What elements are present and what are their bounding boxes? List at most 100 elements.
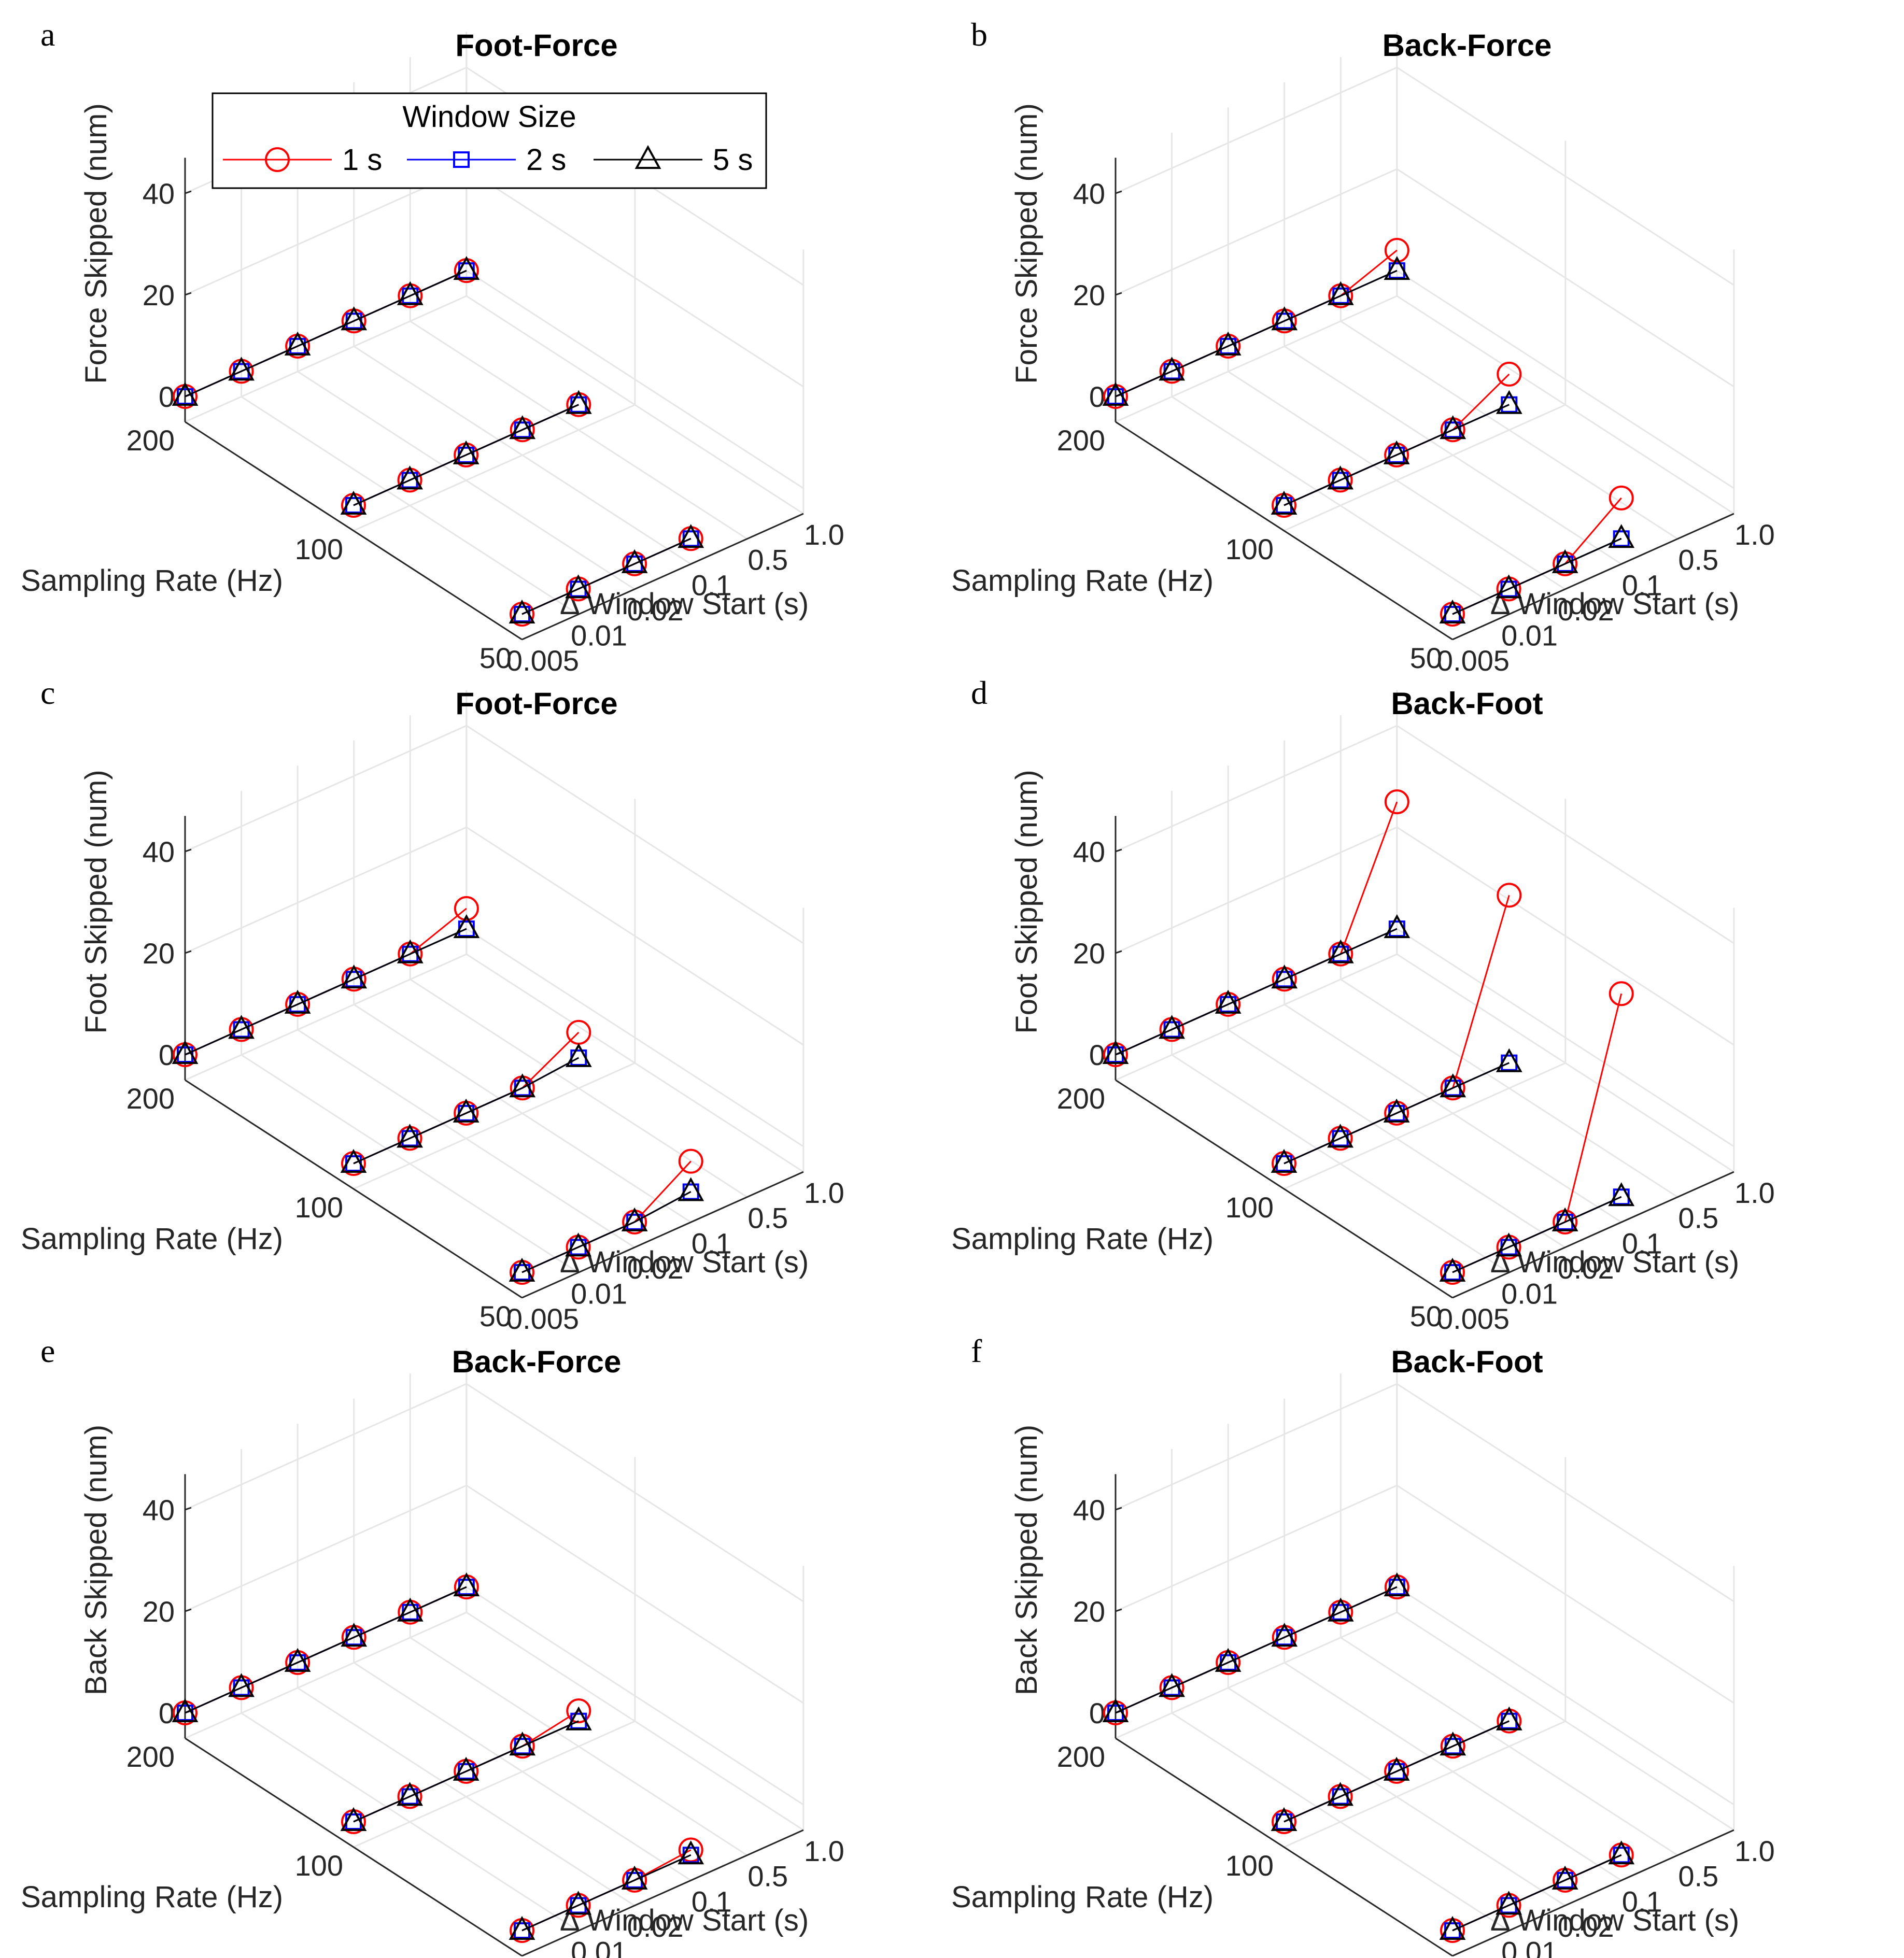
panel-title: Back-Foot [1391, 686, 1543, 721]
panel-b: b Back-Force 0 20 40 200 100 500.0050.010.020.1… [951, 16, 1775, 677]
triangle-marker [340, 1148, 367, 1173]
x-tick-label: 0.1 [1622, 1885, 1662, 1918]
triangle-marker [509, 1916, 535, 1940]
y-tick-label: 100 [1225, 1191, 1274, 1224]
z-tick-label: 40 [143, 835, 175, 868]
y-tick-label: 50 [479, 1300, 512, 1332]
panel-letter: b [971, 16, 988, 53]
grid-line [1115, 66, 1734, 286]
z-tick-label: 40 [1073, 177, 1105, 210]
triangle-marker [1102, 1698, 1129, 1722]
triangle-marker [453, 914, 480, 939]
triangle-marker [341, 306, 368, 331]
x-tick-label: 0.1 [1622, 1227, 1662, 1259]
grid-line [185, 1383, 804, 1602]
panel-f: fBack-Foot02040200100500.0050.010.020.10… [951, 1332, 1775, 1958]
legend-label: 2 s [526, 143, 566, 177]
grid [184, 1348, 805, 1957]
triangle-marker [1608, 1182, 1635, 1207]
z-tick-label: 20 [143, 279, 175, 311]
x-tick-label: 1.0 [1734, 1176, 1775, 1209]
triangle-marker [509, 1073, 536, 1098]
panel-title: Back-Foot [1391, 1344, 1543, 1379]
series-5-s [172, 1572, 704, 1940]
triangle-marker [397, 281, 424, 305]
x-axis-line [1452, 513, 1734, 641]
y-axis-label: Sampling Rate (Hz) [21, 564, 283, 598]
triangle-marker [284, 331, 311, 356]
panel-letter: e [40, 1332, 55, 1369]
triangle-marker [1215, 1648, 1242, 1672]
x-axis-line [1452, 1171, 1734, 1299]
series-line [1284, 404, 1510, 506]
grid [1115, 1348, 1735, 1957]
panel-title: Foot-Force [455, 686, 617, 721]
x-tick-label: 0.005 [1437, 1302, 1510, 1335]
x-tick-label: 0.02 [1558, 594, 1614, 627]
x-tick-label: 0.02 [1558, 1252, 1614, 1285]
triangle-marker [172, 1040, 199, 1064]
axes [1115, 816, 1734, 1299]
x-tick-label: 0.5 [748, 544, 788, 576]
triangle-marker [453, 440, 479, 464]
y-axis-line [1115, 1079, 1453, 1299]
z-axis-label: Foot Skipped (num) [79, 770, 113, 1033]
x-tick-label: 0.02 [627, 1252, 684, 1285]
y-tick-label: 50 [1410, 1300, 1442, 1332]
y-tick-label: 200 [1057, 424, 1105, 457]
triangle-marker [621, 1865, 648, 1890]
triangle-marker [453, 256, 480, 280]
triangle-marker [1440, 1732, 1466, 1756]
y-tick-label: 200 [1057, 1740, 1105, 1773]
circle-marker [1497, 361, 1522, 387]
grid-line [1115, 1611, 1398, 1739]
axes [184, 1474, 804, 1957]
z-tick-label: 20 [1073, 279, 1105, 311]
triangle-marker [1383, 440, 1410, 464]
z-tick-mark [185, 1608, 192, 1612]
series-5-s [172, 256, 704, 623]
x-tick-label: 0.01 [571, 1277, 627, 1310]
z-tick-mark [1115, 848, 1122, 853]
series-5-s [1102, 256, 1635, 623]
triangle-marker [453, 1098, 479, 1123]
z-axis-label: Back Skipped (num) [79, 1425, 113, 1695]
axes [184, 158, 804, 641]
x-axis-line [1452, 1829, 1734, 1957]
grid-line [1115, 928, 1734, 1147]
grid-line [353, 404, 636, 532]
y-tick-label: 100 [295, 1849, 343, 1882]
legend: Window Size 1 s 2 s 5 s [211, 92, 767, 189]
triangle-marker [453, 1756, 479, 1781]
grid-line [185, 1586, 804, 1806]
grid-line [185, 953, 467, 1081]
grid-line [1115, 1586, 1734, 1806]
x-tick-label: 0.01 [571, 1935, 627, 1958]
grid-line [1284, 1720, 1566, 1848]
y-axis-line [185, 1737, 523, 1957]
triangle-marker [1496, 1891, 1522, 1915]
grid-line [185, 928, 804, 1147]
circle-marker [1609, 981, 1634, 1006]
square-marker [453, 151, 470, 168]
x-tick-label: 1.0 [1734, 1835, 1775, 1867]
triangle-marker [1608, 524, 1635, 548]
z-axis-label: Force Skipped (num) [79, 103, 113, 384]
grid-line [185, 269, 804, 489]
grid-line [185, 826, 804, 1046]
legend-label: 5 s [713, 143, 753, 177]
z-tick-label: 20 [1073, 937, 1105, 970]
x-tick-label: 0.5 [748, 1202, 788, 1235]
x-tick-label: 0.02 [627, 1910, 684, 1943]
triangle-marker [621, 1207, 648, 1231]
y-tick-label: 100 [295, 1191, 343, 1224]
triangle-marker [1271, 490, 1297, 515]
x-tick-label: 0.1 [692, 1227, 732, 1259]
triangle-marker [1608, 1840, 1635, 1865]
z-tick-label: 0 [1089, 1697, 1105, 1729]
grid-line [185, 168, 804, 388]
triangle-marker [284, 1648, 311, 1672]
triangle-marker [397, 1782, 423, 1806]
triangle-marker [1552, 549, 1578, 573]
